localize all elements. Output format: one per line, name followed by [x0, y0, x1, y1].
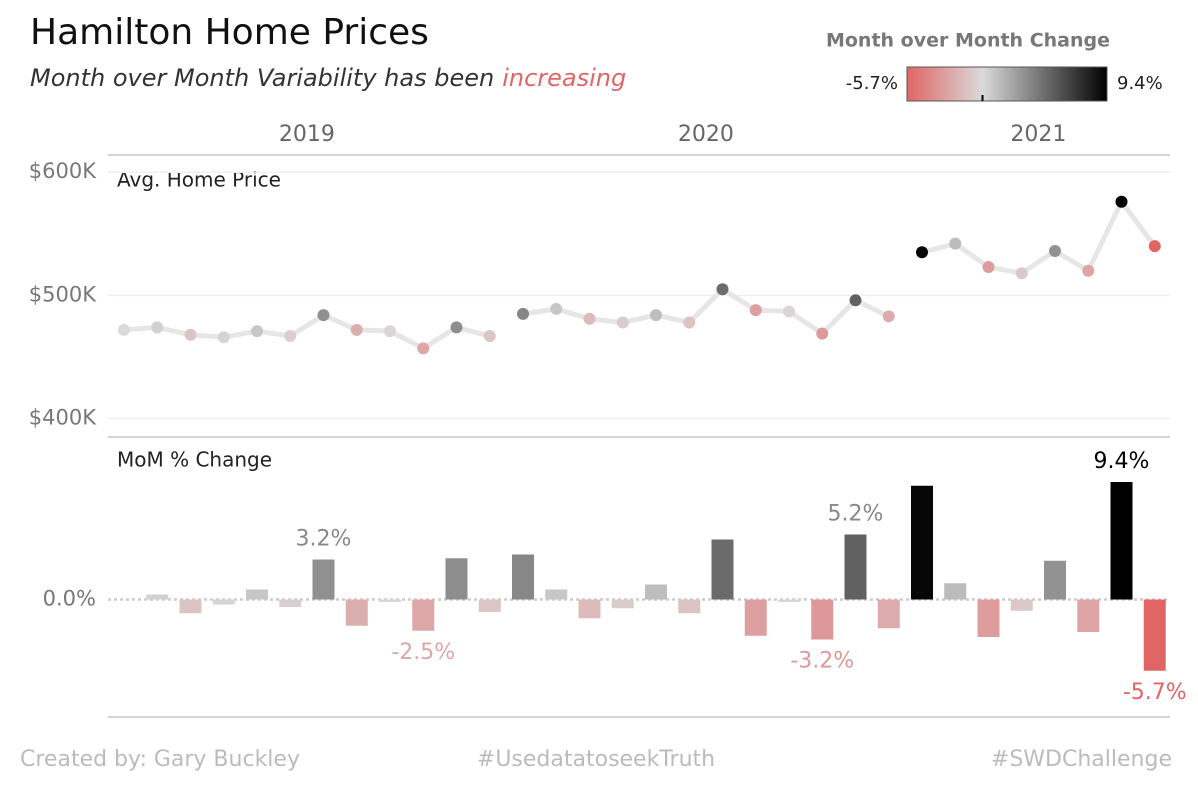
y-tick-label: $500K	[29, 282, 97, 306]
mom-bar	[1143, 599, 1166, 671]
price-line	[123, 312, 491, 351]
mom-bar	[478, 599, 501, 612]
price-point	[450, 321, 463, 334]
price-point	[284, 330, 297, 343]
mom-bar	[179, 599, 202, 614]
title: Hamilton Home Prices	[30, 12, 429, 53]
legend-max-label: 9.4%	[1117, 73, 1163, 94]
price-point	[616, 316, 629, 329]
data-label: 5.2%	[828, 502, 884, 527]
y-tick-label: 0.0%	[43, 587, 96, 611]
data-label: 9.4%	[1094, 449, 1150, 474]
mom-bar	[844, 534, 867, 600]
mom-bar	[412, 599, 435, 631]
price-point	[749, 304, 762, 317]
price-point	[483, 330, 496, 343]
legend-gradient	[906, 66, 1108, 102]
price-point	[550, 302, 563, 315]
price-point	[417, 342, 430, 355]
price-point	[816, 327, 829, 340]
price-point	[1148, 240, 1161, 253]
data-label: -5.7%	[1123, 680, 1187, 705]
year-header: 2021	[1010, 122, 1066, 147]
price-point	[217, 331, 230, 344]
price-point	[882, 310, 895, 323]
mom-bar	[944, 583, 967, 600]
mom-bar	[744, 599, 767, 636]
mom-bar	[1044, 560, 1066, 600]
y-tick-label: $400K	[29, 406, 97, 430]
price-point	[1082, 264, 1095, 277]
data-label: -2.5%	[391, 640, 455, 665]
price-point	[949, 237, 962, 250]
year-header: 2020	[678, 122, 734, 147]
mom-bar	[246, 589, 268, 600]
mom-bar	[611, 599, 634, 609]
subtitle: Month over Month Variability has been inc…	[30, 64, 626, 92]
mom-bar	[1077, 599, 1100, 632]
price-point	[384, 325, 396, 338]
price-point	[849, 294, 862, 307]
price-point	[1115, 195, 1128, 208]
price-point	[982, 261, 995, 274]
pane-title: MoM % Change	[117, 448, 272, 472]
price-point	[350, 323, 363, 336]
price-point	[650, 309, 662, 322]
footer-center: #UsedatatoseekTruth	[477, 747, 715, 772]
mom-bar	[711, 539, 734, 600]
price-point	[583, 312, 596, 325]
mom-bar	[212, 599, 235, 605]
mom-bar	[877, 599, 900, 629]
pane-title: Avg. Home Price	[117, 168, 281, 192]
mom-bar	[379, 599, 401, 602]
mom-bar	[1010, 599, 1033, 611]
subtitle-highlight: increasing	[502, 64, 626, 92]
price-point	[317, 309, 330, 322]
mom-bar	[977, 599, 1000, 637]
price-point	[251, 325, 263, 338]
mom-bar	[911, 485, 933, 600]
price-point	[1049, 245, 1061, 258]
footer-right: #SWDChallenge	[991, 747, 1172, 772]
mom-bar	[578, 599, 601, 619]
price-line	[921, 199, 1157, 276]
subtitle-text: Month over Month Variability has been	[30, 64, 494, 92]
price-point	[716, 283, 729, 296]
mom-bar	[678, 599, 701, 614]
y-tick-label: $600K	[29, 159, 97, 183]
legend-min-label: -5.7%	[846, 73, 898, 94]
data-label: 3.2%	[296, 527, 352, 552]
price-point	[118, 323, 130, 336]
price-point	[184, 328, 197, 341]
mom-bar	[778, 599, 800, 602]
mom-bar	[445, 558, 468, 600]
mom-bar	[645, 584, 667, 600]
legend-title: Month over Month Change	[826, 30, 1110, 52]
mom-bar	[312, 559, 335, 600]
data-label: -3.2%	[790, 649, 854, 674]
price-point	[517, 307, 529, 320]
mom-bar	[279, 599, 302, 607]
mom-bar	[512, 554, 534, 600]
mom-bar	[545, 589, 568, 600]
mom-bar	[1110, 482, 1133, 600]
price-point	[1015, 267, 1028, 280]
price-point	[683, 316, 696, 329]
mom-bar	[146, 594, 169, 600]
price-point	[783, 305, 795, 318]
year-header: 2019	[279, 122, 335, 147]
footer-left: Created by: Gary Buckley	[20, 747, 300, 772]
mom-bar	[345, 599, 368, 626]
mom-bar	[811, 599, 834, 640]
price-point	[151, 321, 164, 334]
price-point	[916, 246, 928, 259]
